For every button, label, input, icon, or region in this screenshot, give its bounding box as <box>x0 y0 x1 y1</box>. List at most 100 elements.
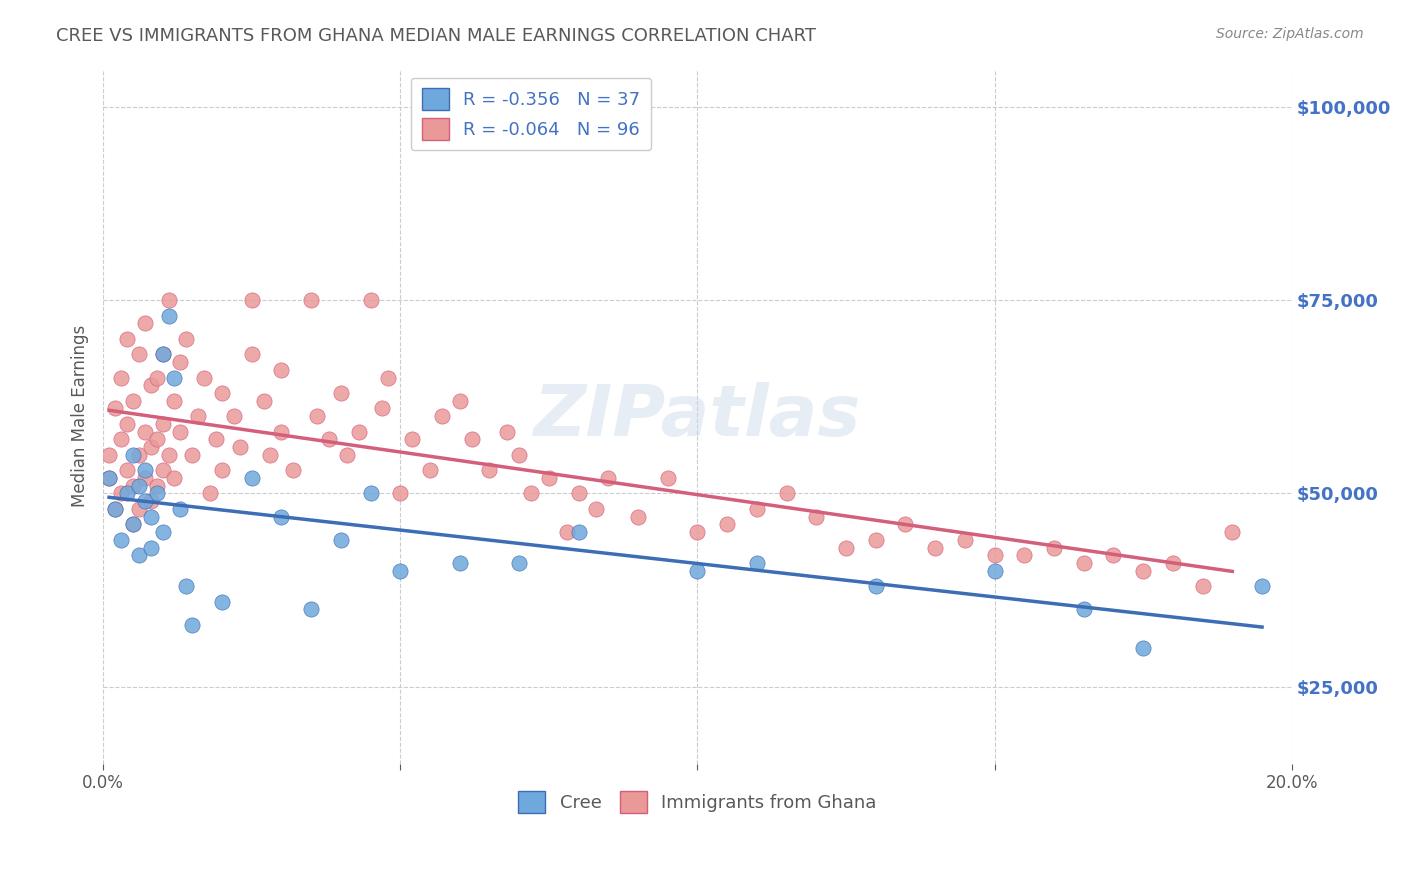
Point <box>508 556 530 570</box>
Point <box>371 401 394 416</box>
Point <box>329 533 352 547</box>
Point <box>1251 579 1274 593</box>
Point <box>152 417 174 431</box>
Point <box>806 509 828 524</box>
Point <box>389 564 412 578</box>
Point <box>187 409 209 424</box>
Point <box>401 433 423 447</box>
Point <box>389 486 412 500</box>
Point <box>555 524 578 539</box>
Point <box>110 533 132 547</box>
Point <box>121 517 143 532</box>
Point <box>496 425 519 439</box>
Point <box>104 501 127 516</box>
Point <box>211 463 233 477</box>
Point <box>430 409 453 424</box>
Point <box>145 370 167 384</box>
Y-axis label: Median Male Earnings: Median Male Earnings <box>72 325 89 508</box>
Point <box>152 347 174 361</box>
Point <box>520 486 543 500</box>
Point <box>98 471 121 485</box>
Point <box>205 433 228 447</box>
Point <box>110 370 132 384</box>
Point <box>222 409 245 424</box>
Point <box>1132 640 1154 655</box>
Point <box>115 463 138 477</box>
Point <box>745 501 768 516</box>
Point <box>983 548 1005 562</box>
Point <box>270 509 292 524</box>
Point <box>128 501 150 516</box>
Point <box>121 393 143 408</box>
Point <box>139 440 162 454</box>
Point <box>211 594 233 608</box>
Point <box>98 471 121 485</box>
Point <box>329 386 352 401</box>
Point <box>104 501 127 516</box>
Point <box>299 293 322 308</box>
Point <box>924 541 946 555</box>
Point <box>894 517 917 532</box>
Point <box>259 448 281 462</box>
Point <box>283 463 305 477</box>
Point <box>449 393 471 408</box>
Point <box>865 579 887 593</box>
Point <box>145 479 167 493</box>
Point <box>115 417 138 431</box>
Point <box>152 524 174 539</box>
Point <box>299 602 322 616</box>
Point <box>240 347 263 361</box>
Point <box>163 471 186 485</box>
Point <box>568 524 591 539</box>
Point <box>460 433 482 447</box>
Point <box>745 556 768 570</box>
Point <box>240 471 263 485</box>
Point <box>169 355 191 369</box>
Point <box>176 332 198 346</box>
Point <box>1073 602 1095 616</box>
Point <box>1043 541 1066 555</box>
Point <box>775 486 797 500</box>
Point <box>953 533 976 547</box>
Point <box>1102 548 1125 562</box>
Point <box>110 433 132 447</box>
Point <box>240 293 263 308</box>
Point <box>627 509 650 524</box>
Point <box>139 509 162 524</box>
Point <box>1014 548 1036 562</box>
Point <box>686 524 709 539</box>
Point <box>211 386 233 401</box>
Point <box>157 309 180 323</box>
Legend: Cree, Immigrants from Ghana: Cree, Immigrants from Ghana <box>508 780 887 824</box>
Point <box>568 486 591 500</box>
Text: ZIPatlas: ZIPatlas <box>534 382 860 450</box>
Point <box>128 548 150 562</box>
Point <box>1073 556 1095 570</box>
Point <box>270 363 292 377</box>
Point <box>1161 556 1184 570</box>
Point <box>157 448 180 462</box>
Point <box>307 409 329 424</box>
Point <box>347 425 370 439</box>
Point <box>377 370 399 384</box>
Point <box>686 564 709 578</box>
Point <box>115 332 138 346</box>
Point <box>139 541 162 555</box>
Point <box>121 517 143 532</box>
Point <box>983 564 1005 578</box>
Point <box>1132 564 1154 578</box>
Point <box>252 393 274 408</box>
Point <box>134 317 156 331</box>
Point <box>157 293 180 308</box>
Point <box>104 401 127 416</box>
Text: Source: ZipAtlas.com: Source: ZipAtlas.com <box>1216 27 1364 41</box>
Text: CREE VS IMMIGRANTS FROM GHANA MEDIAN MALE EARNINGS CORRELATION CHART: CREE VS IMMIGRANTS FROM GHANA MEDIAN MAL… <box>56 27 817 45</box>
Point <box>865 533 887 547</box>
Point <box>598 471 620 485</box>
Point <box>318 433 340 447</box>
Point <box>134 471 156 485</box>
Point <box>134 494 156 508</box>
Point <box>163 370 186 384</box>
Point <box>508 448 530 462</box>
Point <box>128 479 150 493</box>
